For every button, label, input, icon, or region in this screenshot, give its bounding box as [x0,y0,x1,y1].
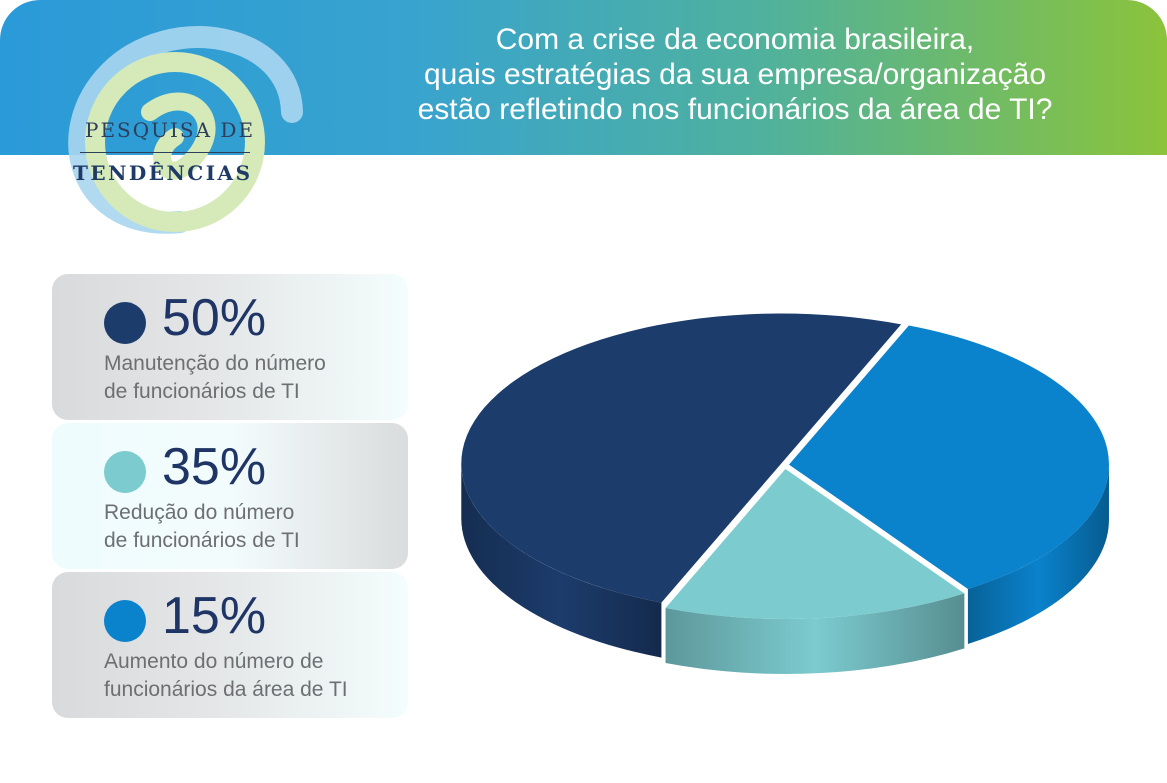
legend-value: 50% [162,289,267,347]
legend-dot-blue [104,600,146,642]
pie-chart [461,313,1109,674]
title-line-3: estão refletindo nos funcionários da áre… [417,93,1053,126]
legend-label-line: Redução do número [104,501,295,524]
pie-slice [461,313,902,603]
legend-label: Redução do número de funcionários de TI [104,499,404,555]
title-line-2: quais estratégias da sua empresa/organiz… [423,58,1047,91]
pie-slice-side [967,464,1109,644]
legend-item-increase: 15% Aumento do número de funcionários da… [52,572,408,718]
title-line-1: Com a crise da economia brasileira, [495,23,975,56]
legend-label-line: de funcionários de TI [104,380,300,403]
logo-text-top: PESQUISA DE [85,118,256,142]
pie-slice-side [665,593,965,674]
legend-value: 35% [162,438,267,496]
pie-slice [788,325,1109,589]
legend-label: Aumento do número de funcionários da áre… [104,648,404,704]
legend-label-line: Manutenção do número [104,352,326,375]
logo-text-bottom: TENDÊNCIAS [73,161,253,185]
legend-label-line: funcionários da área de TI [104,678,348,701]
legend-label-line: de funcionários de TI [104,529,300,552]
pie-slice [665,468,965,619]
logo-divider [80,152,250,153]
at-sign-icon [68,26,303,234]
header-banner: Com a crise da economia brasileira, quai… [0,0,1167,155]
legend-dot-light-teal [104,451,146,493]
legend-dot-dark-navy [104,302,146,344]
chart-title: Com a crise da economia brasileira, quai… [340,22,1130,127]
legend-label: Manutenção do número de funcionários de … [104,350,404,406]
legend-item-maintenance: 50% Manutenção do número de funcionários… [52,274,408,420]
legend-item-reduction: 35% Redução do número de funcionários de… [52,423,408,569]
pie-slice-side [461,463,662,658]
legend-label-line: Aumento do número de [104,650,324,673]
legend-value: 15% [162,587,267,645]
